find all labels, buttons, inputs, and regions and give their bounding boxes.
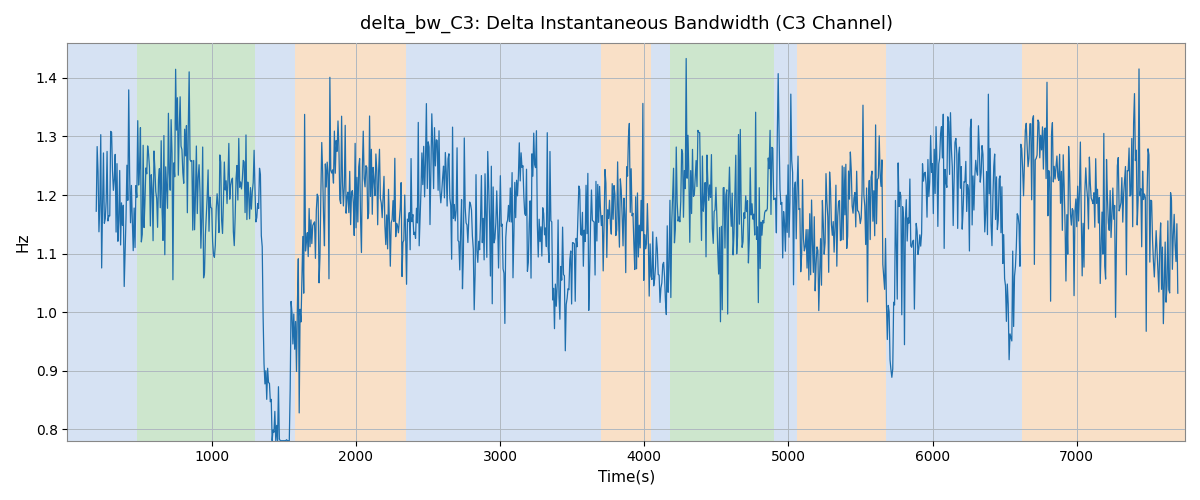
Bar [254, 43, 295, 440]
Bar [797, 43, 887, 440]
Bar [137, 43, 254, 440]
Bar [67, 43, 137, 440]
Y-axis label: Hz: Hz [16, 232, 30, 252]
Bar [1022, 43, 1045, 440]
Bar [887, 43, 1022, 440]
Bar [407, 43, 601, 440]
Bar [774, 43, 797, 440]
Bar [601, 43, 652, 440]
Bar [1045, 43, 1186, 440]
Title: delta_bw_C3: Delta Instantaneous Bandwidth (C3 Channel): delta_bw_C3: Delta Instantaneous Bandwid… [360, 15, 893, 34]
Bar [652, 43, 670, 440]
Bar [295, 43, 407, 440]
Bar [670, 43, 774, 440]
X-axis label: Time(s): Time(s) [598, 470, 655, 485]
